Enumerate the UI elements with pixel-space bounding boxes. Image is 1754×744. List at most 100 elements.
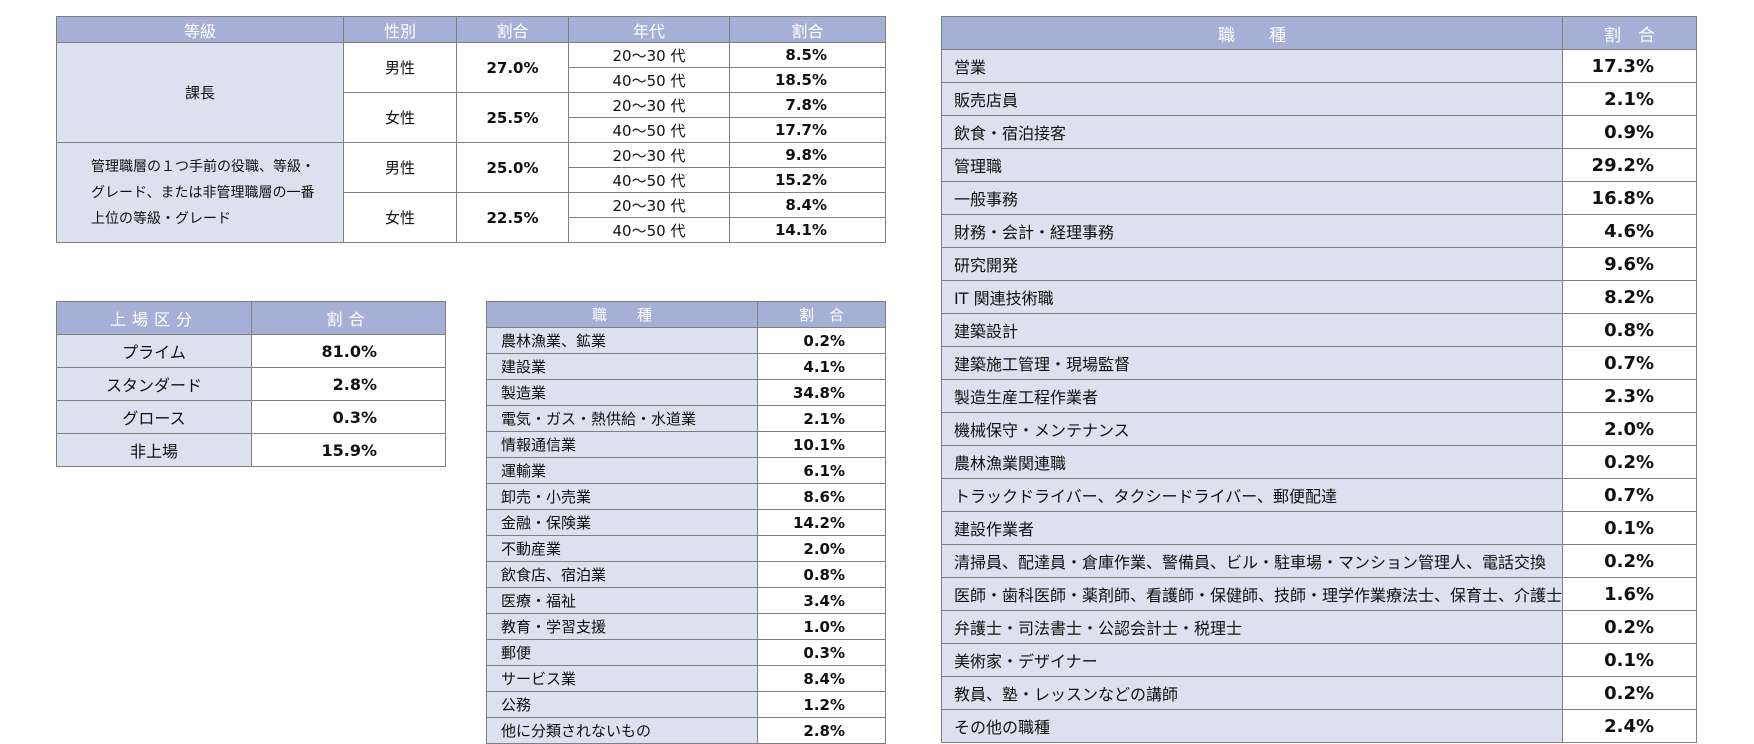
table-header-row: 職 種 割 合	[486, 301, 886, 328]
row-label: 製造生産工程作業者	[941, 379, 1563, 413]
table-row: 医師・歯科医師・薬剤師、看護師・保健師、技師・理学作業療法士、保育士、介護士 1.…	[941, 577, 1697, 611]
grade-cell: 課長	[56, 42, 344, 143]
row-label: 運輸業	[486, 457, 758, 484]
listing-table-body: プライム 81.0% スタンダード 2.8% グロース 0.3% 非上場 15.9%	[56, 334, 446, 467]
age-share-cell: 15.2%	[729, 167, 886, 193]
row-label: 販売店員	[941, 82, 1563, 116]
table-row: 製造業 34.8%	[486, 379, 886, 406]
gender-cell: 男性	[343, 42, 457, 93]
row-value: 0.9%	[1562, 115, 1697, 149]
table-row: 教育・学習支援 1.0%	[486, 613, 886, 640]
row-value: 4.1%	[757, 353, 886, 380]
row-value: 0.8%	[757, 561, 886, 588]
row-label: 建築設計	[941, 313, 1563, 347]
table-row: 飲食・宿泊接客 0.9%	[941, 115, 1697, 149]
row-label: 建設作業者	[941, 511, 1563, 545]
table-row: 機械保守・メンテナンス 2.0%	[941, 412, 1697, 446]
age-cell: 40〜50 代	[568, 67, 730, 93]
table-row: 40〜50 代 15.2%	[57, 167, 886, 193]
row-value: 9.6%	[1562, 247, 1697, 281]
table-row: 営業 17.3%	[941, 49, 1697, 83]
row-value: 1.0%	[757, 613, 886, 640]
row-label: 清掃員、配達員・倉庫作業、警備員、ビル・駐車場・マンション管理人、電話交換	[941, 544, 1563, 578]
table-row: 弁護士・司法書士・公認会計士・税理士 0.2%	[941, 610, 1697, 644]
row-value: 0.2%	[1562, 445, 1697, 479]
grade-gender-age-table: 等級 性別 割合 年代 割合 課長 男性 27.0% 20〜30 代 8.5% …	[56, 16, 886, 243]
header-grade: 等級	[56, 16, 344, 43]
table-row: サービス業 8.4%	[486, 665, 886, 692]
age-share-cell: 18.5%	[729, 67, 886, 93]
row-value: 81.0%	[251, 334, 446, 368]
table-row: 女性 25.5% 20〜30 代 7.8%	[57, 92, 886, 143]
table-row: 40〜50 代 17.7%	[57, 117, 886, 143]
age-share-cell: 17.7%	[729, 117, 886, 143]
header-occupation: 職 種	[941, 16, 1563, 50]
age-cell: 20〜30 代	[568, 92, 730, 118]
table-row: 情報通信業 10.1%	[486, 431, 886, 458]
row-value: 17.3%	[1562, 49, 1697, 83]
row-label: 教育・学習支援	[486, 613, 758, 640]
table-row: グロース 0.3%	[56, 400, 446, 434]
table-row: 不動産業 2.0%	[486, 535, 886, 562]
header-gender: 性別	[343, 16, 457, 43]
row-value: 2.0%	[1562, 412, 1697, 446]
table-row: スタンダード 2.8%	[56, 367, 446, 401]
row-label: グロース	[56, 400, 252, 434]
row-value: 0.7%	[1562, 478, 1697, 512]
table-header-row: 上場区分 割合	[56, 301, 446, 335]
table-row: IT 関連技術職 8.2%	[941, 280, 1697, 314]
row-value: 2.1%	[757, 405, 886, 432]
occupation-table: 職 種 割 合 営業 17.3% 販売店員 2.1% 飲食・宿泊接客 0.9% 管理職 29.…	[941, 16, 1697, 743]
table-row: 金融・保険業 14.2%	[486, 509, 886, 536]
row-label: 非上場	[56, 433, 252, 467]
row-label: 不動産業	[486, 535, 758, 562]
row-label: 製造業	[486, 379, 758, 406]
age-cell: 20〜30 代	[568, 142, 730, 168]
row-value: 34.8%	[757, 379, 886, 406]
row-value: 1.2%	[757, 691, 886, 718]
row-label: サービス業	[486, 665, 758, 692]
row-label: 電気・ガス・熱供給・水道業	[486, 405, 758, 432]
table-row: 非上場 15.9%	[56, 433, 446, 467]
row-label: 機械保守・メンテナンス	[941, 412, 1563, 446]
row-label: 飲食店、宿泊業	[486, 561, 758, 588]
table-row: 建設作業者 0.1%	[941, 511, 1697, 545]
row-label: 卸売・小売業	[486, 483, 758, 510]
gender-share-cell: 25.5%	[456, 92, 569, 143]
header-share: 割合	[251, 301, 446, 335]
age-cell: 40〜50 代	[568, 167, 730, 193]
row-value: 0.1%	[1562, 643, 1697, 677]
row-value: 0.1%	[1562, 511, 1697, 545]
table-row: 飲食店、宿泊業 0.8%	[486, 561, 886, 588]
row-value: 2.3%	[1562, 379, 1697, 413]
row-label: 建設業	[486, 353, 758, 380]
gender-share-cell: 22.5%	[456, 192, 569, 243]
row-value: 0.3%	[251, 400, 446, 434]
table-row: 農林漁業関連職 0.2%	[941, 445, 1697, 479]
table-row: 販売店員 2.1%	[941, 82, 1697, 116]
table-row: 医療・福祉 3.4%	[486, 587, 886, 614]
row-value: 2.1%	[1562, 82, 1697, 116]
table-row: その他の職種 2.4%	[941, 709, 1697, 743]
table-row: 管理職層の１つ手前の役職、等級・グレード、または非管理職層の一番上位の等級・グレ…	[56, 142, 886, 243]
row-value: 8.4%	[757, 665, 886, 692]
industry-table: 職 種 割 合 農林漁業、鉱業 0.2% 建設業 4.1% 製造業 34.8% 電気・ガス・…	[486, 301, 886, 744]
row-value: 0.7%	[1562, 346, 1697, 380]
row-label: プライム	[56, 334, 252, 368]
listing-category-table: 上場区分 割合 プライム 81.0% スタンダード 2.8% グロース 0.3% 非上場 15…	[56, 301, 446, 467]
table-row: 電気・ガス・熱供給・水道業 2.1%	[486, 405, 886, 432]
table-row: 製造生産工程作業者 2.3%	[941, 379, 1697, 413]
table-row: 教員、塾・レッスンなどの講師 0.2%	[941, 676, 1697, 710]
row-value: 1.6%	[1562, 577, 1697, 611]
age-share-cell: 7.8%	[729, 92, 886, 118]
header-gender-share: 割合	[456, 16, 569, 43]
table-row: 女性 22.5% 20〜30 代 8.4%	[57, 192, 886, 243]
row-label: 営業	[941, 49, 1563, 83]
table-row: 清掃員、配達員・倉庫作業、警備員、ビル・駐車場・マンション管理人、電話交換 0.2…	[941, 544, 1697, 578]
row-value: 15.9%	[251, 433, 446, 467]
table-row: 財務・会計・経理事務 4.6%	[941, 214, 1697, 248]
row-label: 金融・保険業	[486, 509, 758, 536]
age-share-cell: 9.8%	[729, 142, 886, 168]
age-cell: 20〜30 代	[568, 192, 730, 218]
gender-share-cell: 25.0%	[456, 142, 569, 193]
